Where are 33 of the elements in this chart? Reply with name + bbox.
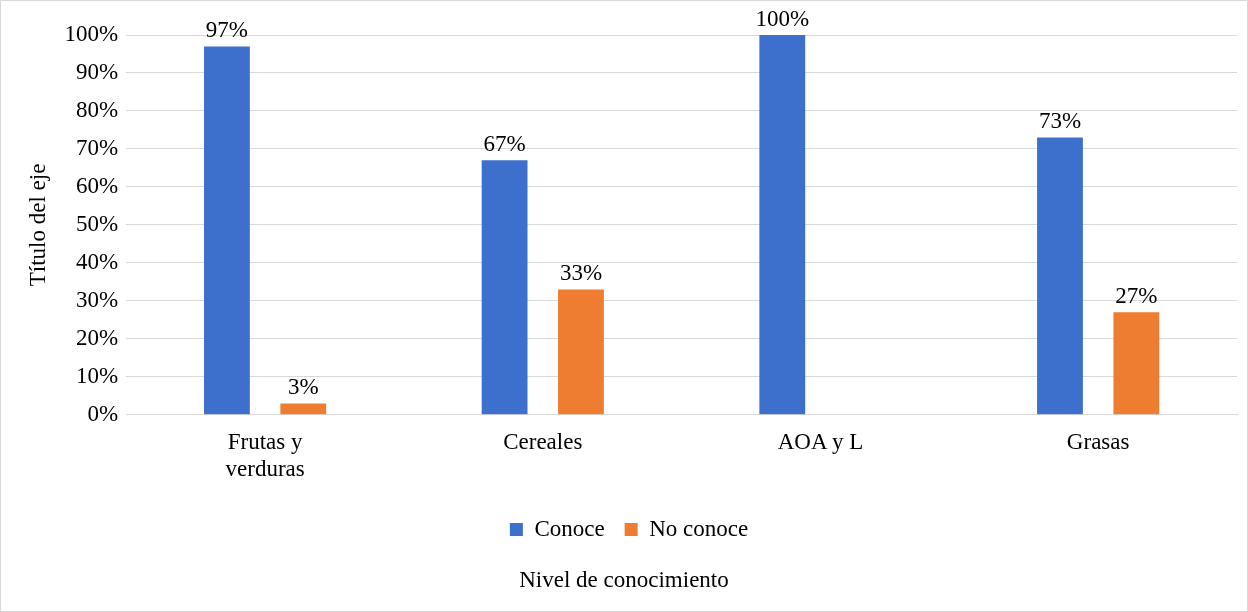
y-tick-label: 90% <box>76 59 119 85</box>
y-tick-label: 20% <box>76 324 119 350</box>
bar <box>759 35 806 415</box>
y-tick-label: 10% <box>76 362 119 388</box>
y-tick-label: 80% <box>76 97 119 123</box>
x-tick-label: Grasas <box>1066 428 1130 454</box>
data-label: 73% <box>1038 108 1082 134</box>
y-tick-label: 30% <box>76 286 119 312</box>
data-label: 33% <box>559 260 603 286</box>
y-axis-title: Título del eje <box>24 163 50 287</box>
x-tick-label: Cereales <box>503 428 583 454</box>
y-tick-label: 100% <box>64 21 119 47</box>
y-tick-label: 60% <box>76 172 119 198</box>
x-tick-label: AOA y L <box>777 428 864 454</box>
bar <box>481 160 528 415</box>
bar <box>204 46 250 415</box>
data-label: 67% <box>483 130 526 156</box>
bar <box>558 289 604 415</box>
y-tick-label: 40% <box>76 248 119 274</box>
data-label: 27% <box>1115 282 1158 308</box>
y-tick-label: 0% <box>87 400 119 426</box>
data-label: 100% <box>755 5 810 31</box>
legend-label: No conoce <box>649 515 749 541</box>
y-tick-label: 70% <box>76 134 119 160</box>
data-label: 3% <box>287 373 319 399</box>
bar <box>1113 312 1160 415</box>
bar <box>1037 137 1083 415</box>
legend-label: Conoce <box>534 515 605 541</box>
x-axis-title: Nivel de conocimiento <box>518 567 730 593</box>
data-label: 97% <box>205 16 249 42</box>
y-tick-label: 50% <box>76 210 119 236</box>
bar <box>280 403 327 415</box>
x-tick-label: Frutas y verduras <box>225 428 305 482</box>
